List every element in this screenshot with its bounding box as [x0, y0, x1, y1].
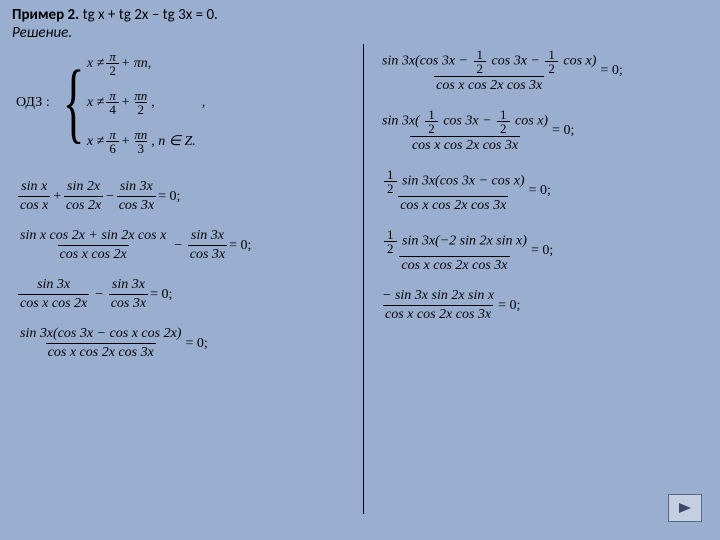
equation-text: tg x + tg 2x – tg 3x = 0.: [83, 6, 218, 24]
left-eq-2: sin x cos 2x + sin 2x cos xcos x cos 2x …: [16, 228, 363, 263]
left-eq-3: sin 3xcos x cos 2x − sin 3xcos 3x = 0;: [16, 277, 363, 312]
right-eq-5: − sin 3x sin 2x sin x cos x cos 2x cos 3…: [378, 288, 703, 323]
right-eq-3: 12 sin 3x(cos 3x − cos x) cos x cos 2x c…: [378, 168, 703, 214]
odz-row-2: x ≠ π4 + πn2 ,: [87, 89, 196, 116]
right-eq-4: 12 sin 3x(−2 sin 2x sin x) cos x cos 2x …: [378, 228, 703, 274]
odz-row-3: x ≠ π6 + πn3 , n ∈ Z.: [87, 128, 196, 155]
odz-row-1: x ≠ π2 + πn,: [87, 50, 196, 77]
left-column: ОДЗ : { x ≠ π2 + πn, x ≠ π4 + πn2 , x ≠ …: [8, 44, 363, 524]
odz-label: ОДЗ :: [16, 95, 50, 111]
header: Пример 2. tg x + tg 2x – tg 3x = 0. Реше…: [0, 0, 720, 44]
brace-icon: {: [63, 71, 85, 134]
left-eq-4: sin 3x(cos 3x − cos x cos 2x)cos x cos 2…: [16, 326, 363, 361]
arrow-right-icon: [677, 501, 693, 515]
left-eq-1: sin xcos x + sin 2xcos 2x − sin 3xcos 3x…: [16, 179, 363, 214]
solution-label: Решение.: [12, 24, 72, 42]
right-eq-1: sin 3x(cos 3x − 12 cos 3x − 12 cos x) co…: [378, 48, 703, 94]
right-column: sin 3x(cos 3x − 12 cos 3x − 12 cos x) co…: [363, 44, 703, 514]
right-eq-2: sin 3x( 12 cos 3x − 12 cos x) cos x cos …: [378, 108, 703, 154]
odz-block: ОДЗ : { x ≠ π2 + πn, x ≠ π4 + πn2 , x ≠ …: [16, 50, 363, 155]
next-button[interactable]: [668, 494, 702, 522]
example-label: Пример 2.: [12, 6, 79, 24]
